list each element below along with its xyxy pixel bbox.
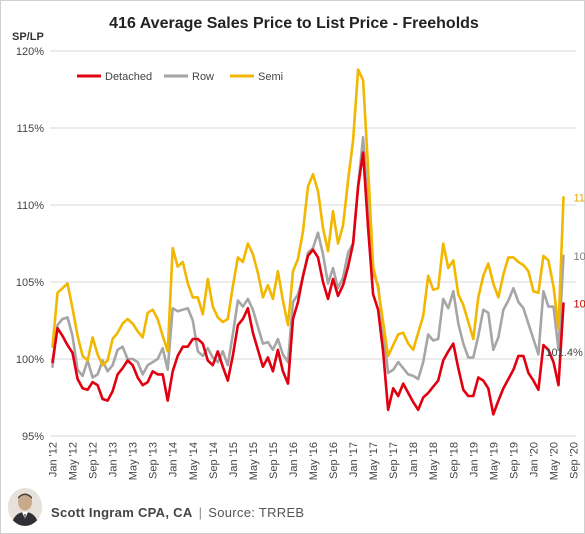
- series-lines: [51, 68, 565, 416]
- x-tick-label: Jan '14: [168, 442, 180, 477]
- annotation-label: 101.4%: [545, 347, 583, 359]
- series-line-semi: [51, 68, 565, 367]
- y-tick-label: 105%: [16, 277, 44, 289]
- y-axis-ticks: 95% 100% 105% 110% 115% 120%: [16, 46, 44, 443]
- x-tick-label: May '20: [548, 442, 560, 480]
- x-tick-label: Sep '15: [268, 442, 280, 479]
- x-tick-label: Jan '16: [288, 442, 300, 477]
- x-tick-label: Jan '15: [228, 442, 240, 477]
- x-tick-label: Sep '14: [208, 442, 220, 479]
- end-label-row: 106.7%: [573, 251, 585, 263]
- x-tick-label: Jan '20: [528, 442, 540, 477]
- y-tick-label: 95%: [22, 431, 44, 443]
- x-tick-label: Jan '13: [108, 442, 120, 477]
- x-tick-label: Jan '17: [348, 442, 360, 477]
- y-tick-label: 110%: [17, 200, 45, 212]
- x-tick-label: May '16: [308, 442, 320, 480]
- x-axis-ticks: Jan '12 May '12 Sep '12 Jan '13 May '13 Sep '…: [48, 442, 581, 480]
- x-tick-label: May '12: [68, 442, 80, 480]
- y-tick-label: 100%: [16, 354, 44, 366]
- data-labels: 103.6% 106.7% 110.5% 101.4%: [545, 192, 585, 358]
- author-avatar: [8, 488, 42, 526]
- x-tick-label: May '17: [368, 442, 380, 480]
- credit-line: Scott Ingram CPA, CA | Source: TRREB: [51, 505, 304, 520]
- x-tick-label: Sep '20: [568, 442, 580, 479]
- legend-label-detached: Detached: [105, 71, 152, 83]
- end-label-semi: 110.5%: [573, 192, 585, 204]
- end-label-detached: 103.6%: [573, 299, 585, 311]
- series-line-row: [51, 135, 565, 381]
- x-tick-label: Sep '12: [88, 442, 100, 479]
- author-name: Scott Ingram CPA, CA: [51, 505, 193, 520]
- x-tick-label: May '13: [128, 442, 140, 480]
- series-line-detached: [51, 151, 565, 416]
- x-tick-label: Jan '19: [468, 442, 480, 477]
- legend: Detached Row Semi: [77, 71, 283, 83]
- line-chart: 416 Average Sales Price to List Price - …: [12, 15, 585, 480]
- chart-title: 416 Average Sales Price to List Price - …: [109, 15, 479, 32]
- y-axis-label: SP/LP: [12, 31, 44, 43]
- x-tick-label: Sep '19: [508, 442, 520, 479]
- x-tick-label: Sep '16: [328, 442, 340, 479]
- x-tick-label: May '19: [488, 442, 500, 480]
- x-tick-label: May '18: [428, 442, 440, 480]
- legend-label-semi: Semi: [258, 71, 283, 83]
- y-tick-label: 115%: [17, 123, 45, 135]
- credit-separator: |: [198, 505, 203, 520]
- data-source: Source: TRREB: [208, 505, 305, 520]
- x-tick-label: Jan '12: [48, 442, 60, 477]
- x-tick-label: May '15: [248, 442, 260, 480]
- footer: Scott Ingram CPA, CA | Source: TRREB: [6, 488, 406, 528]
- y-tick-label: 120%: [16, 46, 44, 58]
- legend-label-row: Row: [192, 71, 214, 83]
- x-tick-label: Sep '13: [148, 442, 160, 479]
- x-tick-label: Sep '18: [448, 442, 460, 479]
- x-tick-label: May '14: [188, 442, 200, 480]
- gridlines: [50, 50, 576, 437]
- x-tick-label: Sep '17: [388, 442, 400, 479]
- x-tick-label: Jan '18: [408, 442, 420, 477]
